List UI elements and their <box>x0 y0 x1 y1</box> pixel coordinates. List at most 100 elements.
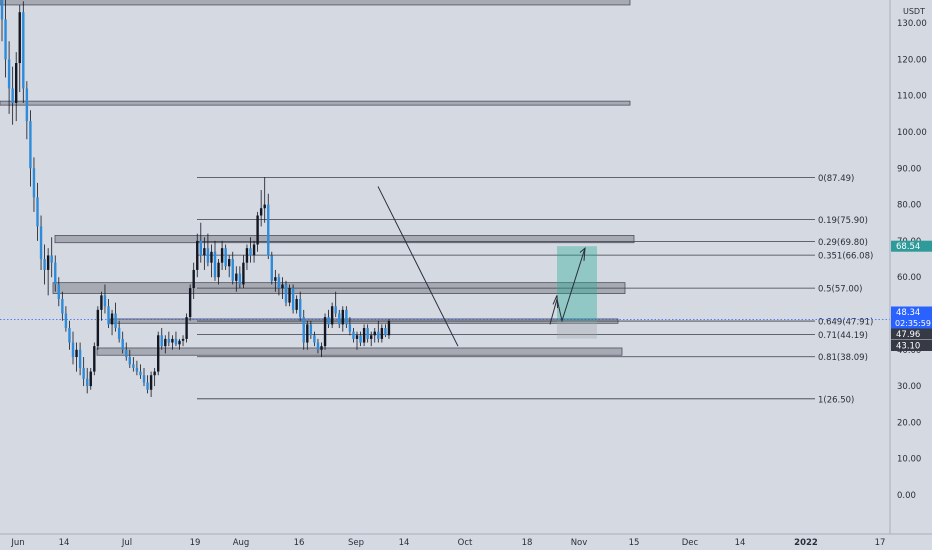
candle-body <box>149 375 153 390</box>
candle-body <box>370 335 373 339</box>
candle-body <box>238 273 242 285</box>
long-position-tool[interactable] <box>0 246 890 339</box>
fib-retracement[interactable]: 0(87.49) 0.19(75.90) 0.29(69.80) 0.351(66.0… <box>197 174 873 405</box>
candle-body <box>387 320 391 336</box>
candle-body <box>274 277 277 281</box>
candle-body <box>313 335 316 343</box>
candle-body <box>11 88 14 103</box>
supply-demand-zone[interactable] <box>54 235 635 244</box>
projection-path[interactable] <box>556 248 586 323</box>
candle-body <box>196 240 199 270</box>
candle-body <box>50 255 53 263</box>
currency-label: USDT <box>903 7 925 16</box>
supply-demand-zone[interactable] <box>0 0 631 6</box>
candle-body <box>299 298 302 318</box>
x-tick-label: 18 <box>522 538 533 548</box>
x-tick-label: Oct <box>458 538 473 548</box>
candle-body <box>220 248 224 263</box>
candle-body <box>103 295 107 307</box>
candle-body <box>188 288 192 318</box>
x-tick-label: 2022 <box>794 538 818 548</box>
candle-body <box>121 338 124 350</box>
price-label-text: 47.96 <box>896 330 920 340</box>
candle-body <box>167 338 171 343</box>
y-tick-label: 90.00 <box>897 164 921 174</box>
candles-layer <box>0 0 391 397</box>
candle-body <box>139 371 142 376</box>
fib-level-label: 0(87.49) <box>818 174 854 184</box>
countdown-label: 02:35:59 <box>895 319 931 328</box>
price-label-box <box>891 240 932 252</box>
candle-body <box>132 364 135 368</box>
candle-body <box>295 298 298 310</box>
candle-body <box>203 248 206 256</box>
candle-body <box>345 309 348 325</box>
arrow-head-icon <box>579 246 586 261</box>
price-scale-background[interactable] <box>890 0 932 534</box>
candle-body <box>334 306 337 314</box>
drawings-layer[interactable] <box>377 186 586 347</box>
candle-body <box>57 284 60 299</box>
candle-body <box>18 12 21 64</box>
candle-body <box>252 244 256 256</box>
candle-body <box>362 328 366 343</box>
candle-body <box>192 269 195 289</box>
candle-body <box>341 309 344 325</box>
candle-body <box>93 346 96 372</box>
supply-demand-zone[interactable] <box>0 100 631 106</box>
candle-body <box>284 284 288 303</box>
candle-body <box>352 331 355 339</box>
candle-body <box>281 284 284 289</box>
y-tick-label: 10.00 <box>897 455 921 465</box>
candle-body <box>164 338 167 347</box>
fib-level-label: 0.351(66.08) <box>818 252 873 262</box>
stop-zone[interactable] <box>557 320 597 339</box>
x-axis[interactable]: Jun 14 Jul 19 Aug 16 Sep 14 Oct 18 Nov 15 Dec 14 2022 1… <box>10 538 885 548</box>
y-tick-label: 20.00 <box>897 418 921 428</box>
candle-body <box>217 262 220 278</box>
candle-body <box>348 324 352 332</box>
y-tick-label: 130.00 <box>897 19 927 29</box>
supply-demand-zone[interactable] <box>96 347 623 356</box>
candle-body <box>355 335 359 339</box>
candle-body <box>327 317 330 325</box>
arrow-head-icon <box>552 295 558 309</box>
price-label-text: 43.10 <box>896 342 920 352</box>
trend-line[interactable] <box>377 186 459 347</box>
fib-level-label: 0.29(69.80) <box>818 238 868 248</box>
x-tick-label: 19 <box>190 538 201 548</box>
candle-body <box>89 371 92 387</box>
candle-body <box>61 298 64 314</box>
price-label-text: 68.54 <box>896 242 920 252</box>
target-zone[interactable] <box>557 246 597 321</box>
candle-body <box>43 259 46 270</box>
x-tick-label: 15 <box>629 538 640 548</box>
candle-body <box>330 306 334 325</box>
x-tick-label: Jun <box>10 538 24 548</box>
candle-body <box>68 328 71 343</box>
price-label-box <box>891 328 932 340</box>
candle-body <box>82 367 85 379</box>
candle-body <box>25 88 29 122</box>
candle-body <box>181 338 185 341</box>
candle-body <box>270 255 273 281</box>
fib-level-label: 0.649(47.91) <box>818 318 873 328</box>
candle-body <box>174 338 178 345</box>
x-tick-label: 14 <box>735 538 746 548</box>
candle-body <box>86 378 89 387</box>
candle-body <box>146 382 149 390</box>
candle-body <box>100 295 103 310</box>
candle-body <box>291 288 295 310</box>
candle-body <box>267 204 270 256</box>
candle-body <box>256 215 259 245</box>
candle-body <box>366 328 369 339</box>
candle-body <box>306 324 309 343</box>
candle-body <box>206 248 210 263</box>
candle-body <box>22 12 25 89</box>
x-tick-label: 14 <box>59 538 70 548</box>
projection-path-up[interactable] <box>549 298 558 325</box>
